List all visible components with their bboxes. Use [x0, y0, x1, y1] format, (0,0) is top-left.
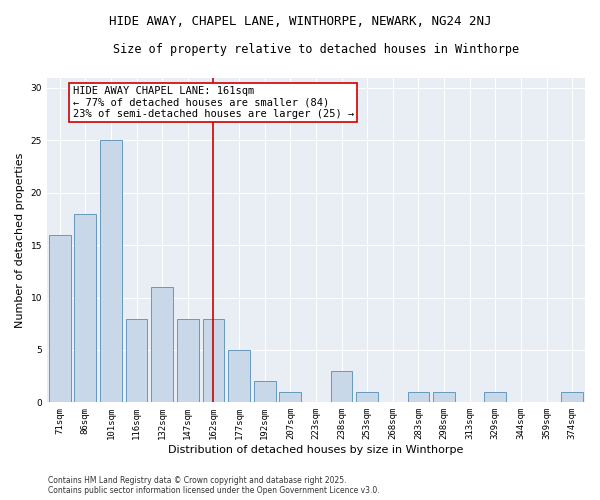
Bar	[126, 318, 148, 402]
Bar	[280, 392, 301, 402]
Bar	[177, 318, 199, 402]
Text: Contains HM Land Registry data © Crown copyright and database right 2025.
Contai: Contains HM Land Registry data © Crown c…	[48, 476, 380, 495]
Bar	[407, 392, 430, 402]
Bar	[254, 382, 275, 402]
Bar	[356, 392, 378, 402]
Text: HIDE AWAY CHAPEL LANE: 161sqm
← 77% of detached houses are smaller (84)
23% of s: HIDE AWAY CHAPEL LANE: 161sqm ← 77% of d…	[73, 86, 354, 119]
Bar	[49, 234, 71, 402]
Bar	[100, 140, 122, 402]
Bar	[331, 371, 352, 402]
Bar	[228, 350, 250, 403]
Bar	[561, 392, 583, 402]
Bar	[203, 318, 224, 402]
X-axis label: Distribution of detached houses by size in Winthorpe: Distribution of detached houses by size …	[168, 445, 464, 455]
Y-axis label: Number of detached properties: Number of detached properties	[15, 152, 25, 328]
Bar	[74, 214, 96, 402]
Title: Size of property relative to detached houses in Winthorpe: Size of property relative to detached ho…	[113, 42, 519, 56]
Bar	[433, 392, 455, 402]
Bar	[151, 287, 173, 403]
Bar	[484, 392, 506, 402]
Text: HIDE AWAY, CHAPEL LANE, WINTHORPE, NEWARK, NG24 2NJ: HIDE AWAY, CHAPEL LANE, WINTHORPE, NEWAR…	[109, 15, 491, 28]
